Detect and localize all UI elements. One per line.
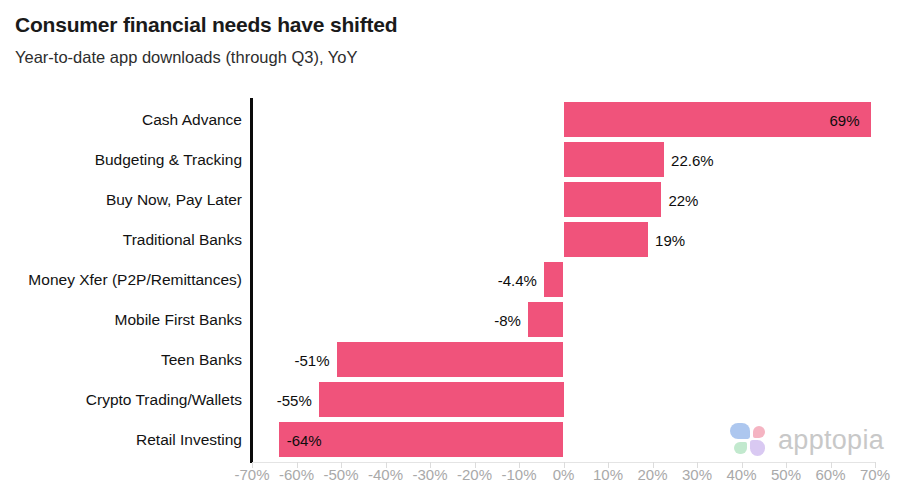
clover-petal-green xyxy=(734,442,747,454)
bar xyxy=(337,342,564,377)
x-tick-label: 70% xyxy=(845,466,900,483)
bar xyxy=(319,382,564,417)
bar xyxy=(564,182,662,217)
value-label: -64% xyxy=(287,420,322,460)
category-label: Budgeting & Tracking xyxy=(0,140,242,180)
clover-petal-purple xyxy=(750,440,765,456)
bar xyxy=(564,222,649,257)
apptopia-clover-icon xyxy=(728,421,768,459)
bar xyxy=(544,262,564,297)
bar xyxy=(564,142,665,177)
chart-canvas: Consumer financial needs have shifted Ye… xyxy=(0,0,900,490)
apptopia-logo: apptopia xyxy=(728,419,888,461)
bar xyxy=(528,302,564,337)
value-label: -4.4% xyxy=(437,260,537,300)
clover-petal-blue xyxy=(730,423,750,439)
category-label: Mobile First Banks xyxy=(0,300,242,340)
value-label: 22.6% xyxy=(671,140,714,180)
category-label: Teen Banks xyxy=(0,340,242,380)
category-label: Traditional Banks xyxy=(0,220,242,260)
value-label: -51% xyxy=(230,340,330,380)
chart-title: Consumer financial needs have shifted xyxy=(15,13,397,37)
category-label: Money Xfer (P2P/Remittances) xyxy=(0,260,242,300)
category-label: Crypto Trading/Wallets xyxy=(0,380,242,420)
value-label: -8% xyxy=(421,300,521,340)
apptopia-logo-text: apptopia xyxy=(778,425,884,456)
chart-subtitle: Year-to-date app downloads (through Q3),… xyxy=(15,48,357,67)
value-label: 19% xyxy=(655,220,685,260)
category-label: Retail Investing xyxy=(0,420,242,460)
value-label: 69% xyxy=(564,100,860,140)
value-label: -55% xyxy=(212,380,312,420)
clover-petal-pink xyxy=(753,426,765,438)
category-label: Cash Advance xyxy=(0,100,242,140)
category-label: Buy Now, Pay Later xyxy=(0,180,242,220)
value-label: 22% xyxy=(668,180,698,220)
